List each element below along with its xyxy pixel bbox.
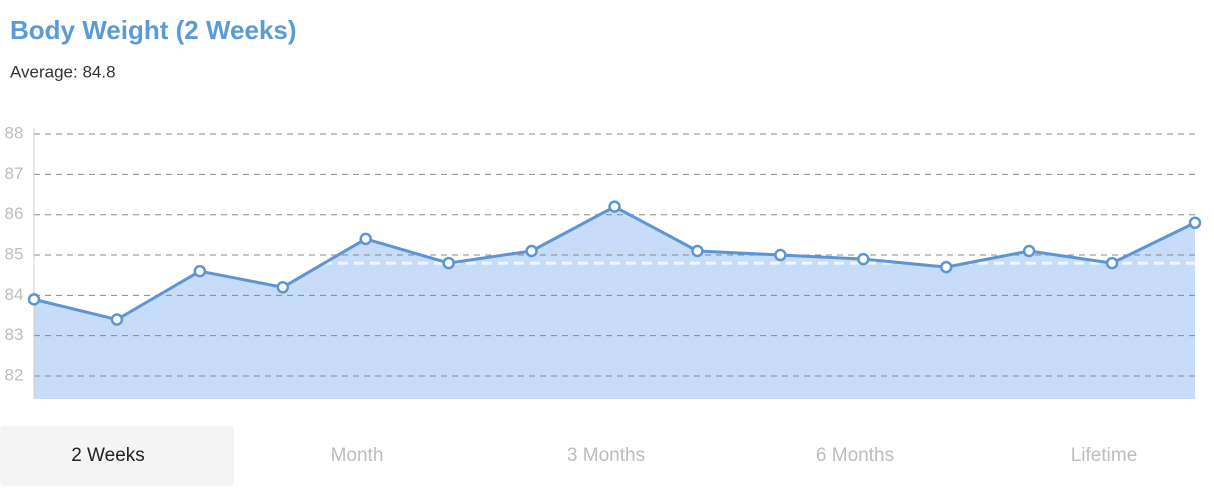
point <box>1188 216 1202 230</box>
average-text: Average: 84.8 <box>10 62 116 81</box>
point <box>857 252 870 266</box>
area <box>34 206 1195 399</box>
point <box>193 264 207 278</box>
tab[interactable]: Lifetime <box>1071 445 1138 466</box>
selected-tab-bg <box>0 426 234 486</box>
title: Body Weight (2 Weeks) <box>10 15 297 45</box>
tab[interactable]: 2 Weeks <box>71 445 145 466</box>
point <box>1105 256 1119 270</box>
y-tick-label: 88 <box>5 124 24 143</box>
point <box>608 200 621 213</box>
point <box>359 232 372 246</box>
point <box>1022 244 1036 258</box>
tab[interactable]: 6 Months <box>816 445 894 466</box>
y-tick-label: 84 <box>5 285 24 304</box>
point <box>939 260 953 274</box>
point <box>276 281 290 294</box>
point <box>110 313 124 326</box>
point <box>774 248 787 262</box>
y-tick-label: 82 <box>5 365 24 384</box>
y-tick-label: 87 <box>5 164 24 183</box>
tab[interactable]: 3 Months <box>567 445 645 466</box>
tab[interactable]: Month <box>331 445 384 466</box>
y-tick-label: 86 <box>5 204 24 223</box>
point <box>691 244 704 258</box>
y-tick-label: 85 <box>5 245 24 264</box>
point <box>525 244 538 258</box>
point <box>442 256 455 270</box>
point <box>27 293 41 306</box>
y-tick-label: 83 <box>5 325 24 344</box>
